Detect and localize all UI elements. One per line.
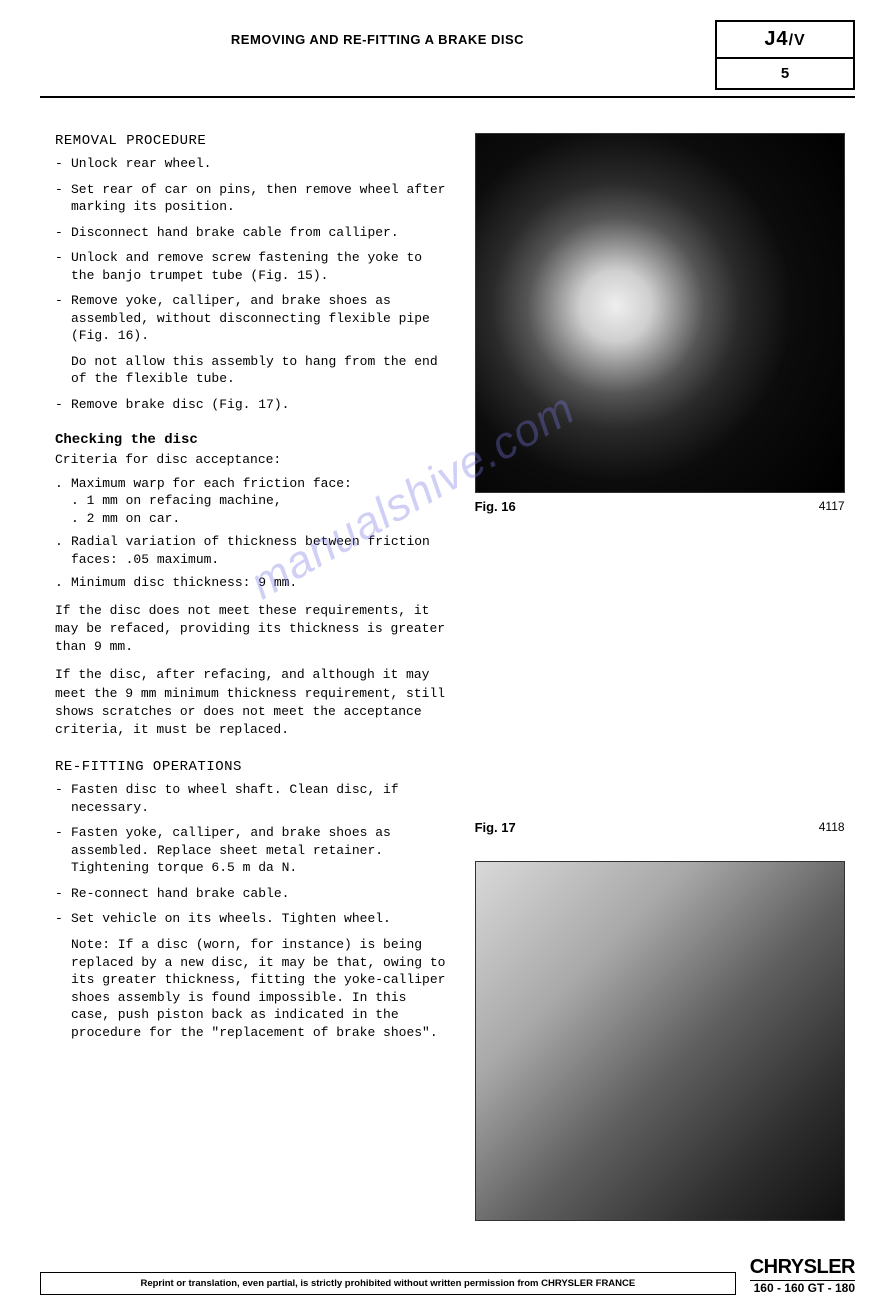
removal-item: Set rear of car on pins, then remove whe…: [71, 181, 453, 216]
removal-item: Remove brake disc (Fig. 17).: [71, 396, 453, 414]
removal-item: Unlock and remove screw fastening the yo…: [71, 249, 453, 284]
footer: Reprint or translation, even partial, is…: [40, 1256, 855, 1295]
refitting-item: Re-connect hand brake cable.: [71, 885, 453, 903]
refitting-item: Set vehicle on its wheels. Tighten wheel…: [71, 910, 453, 928]
checking-para: If the disc does not meet these requirem…: [55, 602, 453, 657]
right-column: Fig. 16 4117 Fig. 17 4118: [475, 133, 855, 1227]
page-number: 5: [717, 59, 853, 88]
figure-16-number: 4117: [819, 499, 845, 514]
section-code: J4: [764, 28, 788, 50]
figure-17-label: Fig. 17: [475, 820, 516, 835]
criteria-text: Minimum disc thickness: 9 mm.: [71, 574, 453, 592]
criteria-sub: . 1 mm on refacing machine,: [71, 492, 453, 510]
refitting-heading: RE-FITTING OPERATIONS: [55, 759, 453, 775]
refitting-note: Note: If a disc (worn, for instance) is …: [71, 936, 453, 1041]
checking-intro: Criteria for disc acceptance:: [55, 452, 453, 467]
brand-models: 160 - 160 GT - 180: [750, 1280, 855, 1295]
footer-disclaimer: Reprint or translation, even partial, is…: [40, 1272, 736, 1295]
removal-item: Unlock rear wheel.: [71, 155, 453, 173]
left-column: REMOVAL PROCEDURE -Unlock rear wheel. -S…: [40, 133, 453, 1227]
removal-note: Do not allow this assembly to hang from …: [71, 353, 453, 388]
removal-item: Disconnect hand brake cable from callipe…: [71, 224, 453, 242]
criteria-sub: . 2 mm on car.: [71, 510, 453, 528]
brand-name: CHRYSLER: [750, 1256, 855, 1279]
page-title: REMOVING AND RE-FITTING A BRAKE DISC: [40, 20, 715, 47]
figure-17-number: 4118: [819, 820, 845, 835]
removal-heading: REMOVAL PROCEDURE: [55, 133, 453, 149]
figure-16-image: [475, 133, 845, 493]
figure-17-image: [475, 861, 845, 1221]
criteria-text: Maximum warp for each friction face:: [71, 475, 453, 493]
refitting-item: Fasten disc to wheel shaft. Clean disc, …: [71, 781, 453, 816]
section-box: J4/V 5: [715, 20, 855, 90]
checking-heading: Checking the disc: [55, 432, 453, 448]
figure-16-label: Fig. 16: [475, 499, 516, 514]
refitting-item: Fasten yoke, calliper, and brake shoes a…: [71, 824, 453, 877]
section-suffix: /V: [789, 32, 806, 49]
header-rule: [40, 96, 855, 98]
removal-item: Remove yoke, calliper, and brake shoes a…: [71, 292, 453, 345]
criteria-text: Radial variation of thickness between fr…: [71, 533, 453, 568]
checking-para: If the disc, after refacing, and althoug…: [55, 666, 453, 739]
